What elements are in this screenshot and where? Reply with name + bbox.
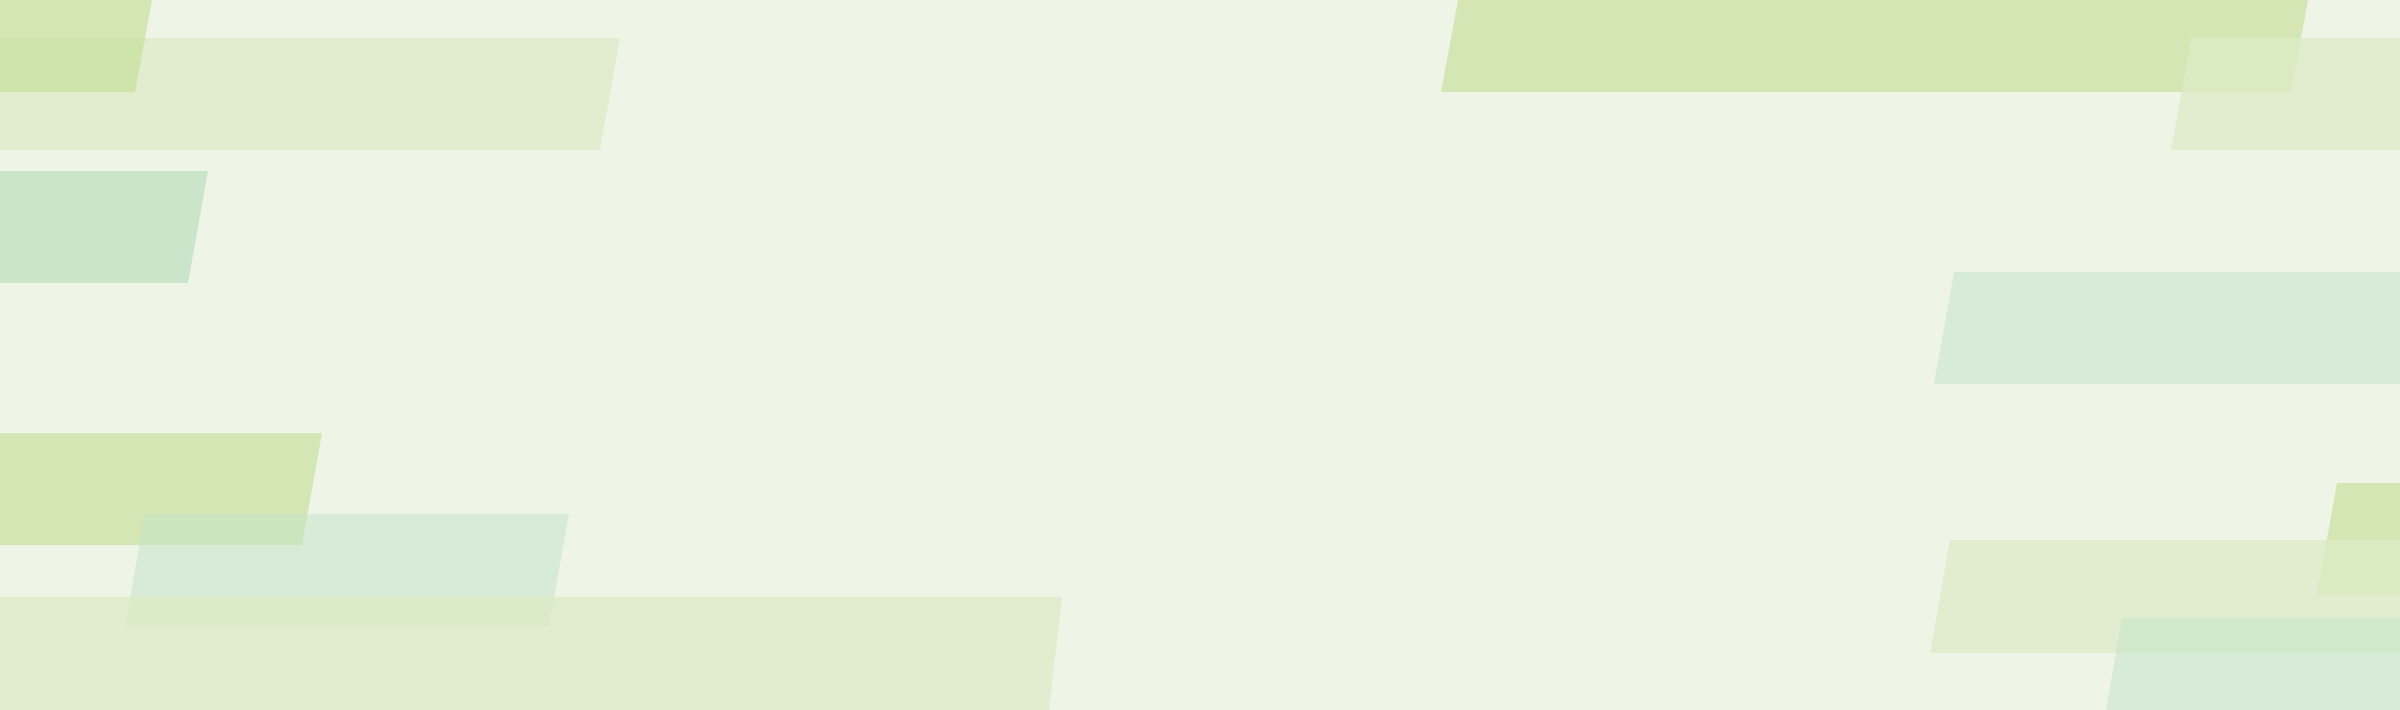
slanted-bar [2106,618,2400,710]
slanted-bar [1441,0,2308,92]
slanted-bar [2171,38,2400,150]
slanted-bar [0,597,1062,710]
slanted-bar [1934,272,2400,384]
slanted-bar [0,0,152,92]
slanted-bar [0,38,620,150]
slanted-bar [0,171,208,283]
